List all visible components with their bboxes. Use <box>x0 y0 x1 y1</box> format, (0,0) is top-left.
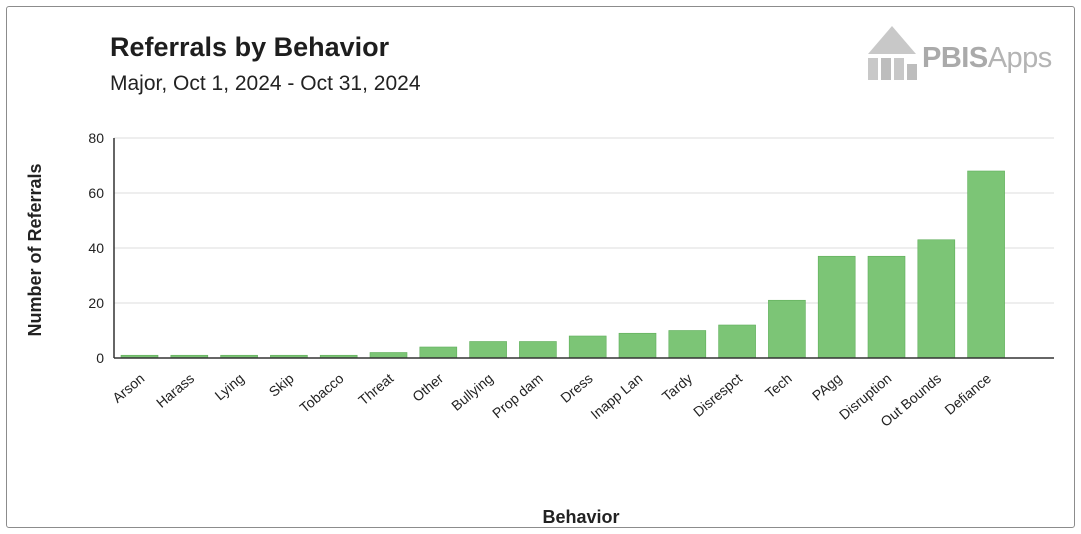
x-tick-label: Arson <box>109 370 147 406</box>
bar <box>868 256 905 358</box>
x-tick-label: PAgg <box>809 370 845 404</box>
bar <box>768 300 805 358</box>
bar <box>370 353 407 359</box>
x-tick-label: Other <box>409 370 446 405</box>
bar <box>918 240 955 358</box>
x-tick-label: Tech <box>762 370 795 401</box>
bar <box>669 331 706 359</box>
x-tick-label: Inapp Lan <box>587 370 645 422</box>
y-tick-label: 0 <box>96 350 104 366</box>
bar <box>818 256 855 358</box>
gridlines <box>114 138 1054 303</box>
x-tick-label: Tobacco <box>296 370 346 416</box>
bar <box>569 336 606 358</box>
y-tick-label: 20 <box>88 295 104 311</box>
x-tick-label: Threat <box>355 370 396 408</box>
y-tick-label: 80 <box>88 130 104 146</box>
y-axis-title: Number of Referrals <box>25 163 45 336</box>
x-tick-label: Lying <box>212 370 248 403</box>
bar <box>719 325 756 358</box>
bars <box>121 171 1005 358</box>
bar <box>420 347 457 358</box>
x-tick-label: Bullying <box>448 370 496 414</box>
bar <box>968 171 1005 358</box>
y-tick-label: 40 <box>88 240 104 256</box>
x-tick-label: Dress <box>557 370 595 406</box>
y-tick-label: 60 <box>88 185 104 201</box>
bar <box>519 342 556 359</box>
x-tick-label: Harass <box>153 370 197 411</box>
x-tick-label: Skip <box>266 370 297 400</box>
x-tick-label: Defiance <box>941 370 994 418</box>
axes: 0 20 40 60 80 Arson Harass Lying Skip Tobacco Thre… <box>88 130 1054 430</box>
x-tick-label: Tardy <box>659 370 696 404</box>
bar <box>619 333 656 358</box>
bar <box>470 342 507 359</box>
x-axis-title: Behavior <box>542 507 619 527</box>
x-tick-label: Disrespct <box>690 370 745 420</box>
x-tick-label: Prop dam <box>489 370 546 421</box>
